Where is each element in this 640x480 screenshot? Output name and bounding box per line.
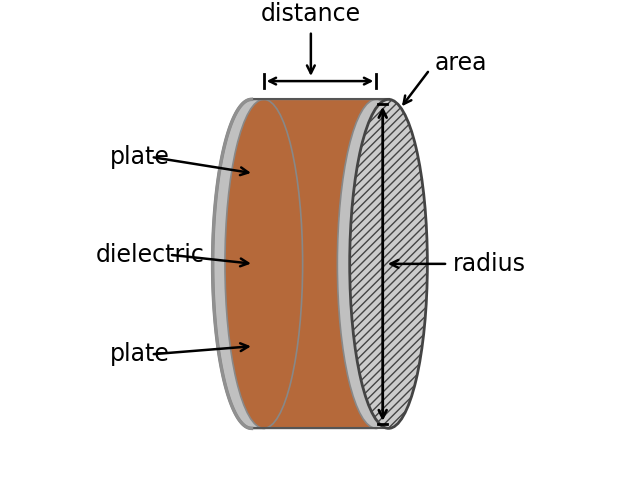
- Polygon shape: [225, 99, 376, 428]
- Polygon shape: [212, 99, 264, 428]
- Text: radius: radius: [452, 252, 525, 276]
- Text: area: area: [434, 51, 487, 75]
- Text: distance: distance: [260, 2, 361, 26]
- Text: dielectric: dielectric: [96, 243, 205, 267]
- Text: plate: plate: [110, 342, 170, 366]
- Ellipse shape: [349, 99, 428, 428]
- Polygon shape: [337, 99, 388, 428]
- Text: plate: plate: [110, 145, 170, 169]
